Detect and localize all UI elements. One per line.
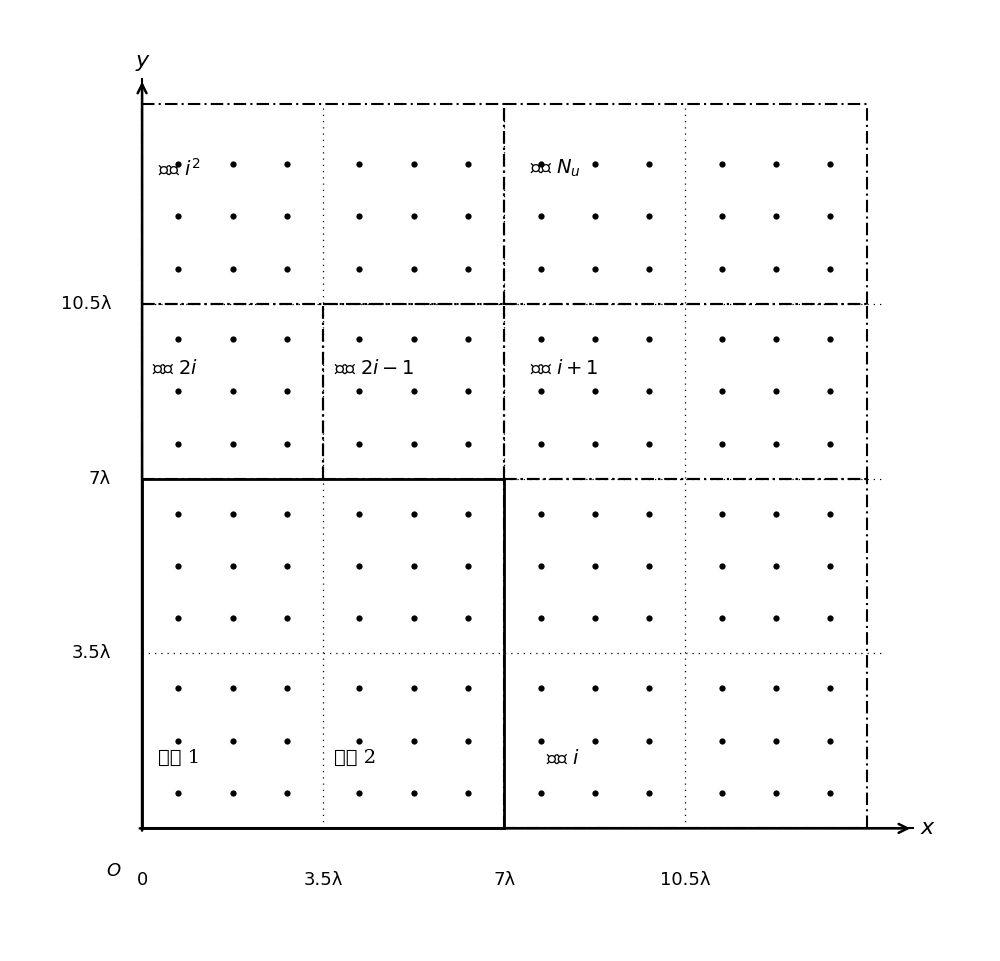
Text: 3.5λ: 3.5λ <box>72 645 111 662</box>
Text: 0: 0 <box>136 871 148 889</box>
Text: 子阵 $N_u$: 子阵 $N_u$ <box>530 159 581 180</box>
Text: 子阵 $i^2$: 子阵 $i^2$ <box>158 158 200 180</box>
Text: 子阵 $i$: 子阵 $i$ <box>546 749 579 768</box>
Text: 10.5λ: 10.5λ <box>61 295 111 312</box>
Text: O: O <box>107 862 121 880</box>
Text: 子阵 2: 子阵 2 <box>334 750 376 768</box>
Text: 7λ: 7λ <box>89 470 111 487</box>
Text: y: y <box>136 51 149 71</box>
Text: 子阵 $i+1$: 子阵 $i+1$ <box>530 359 598 378</box>
Text: x: x <box>921 819 934 838</box>
Text: 7λ: 7λ <box>493 871 515 889</box>
Text: 子阵 1: 子阵 1 <box>158 750 200 768</box>
Text: 3.5λ: 3.5λ <box>304 871 343 889</box>
Text: 子阵 $2i-1$: 子阵 $2i-1$ <box>334 359 414 378</box>
Text: 10.5λ: 10.5λ <box>660 871 711 889</box>
Text: 子阵 $2i$: 子阵 $2i$ <box>152 359 198 378</box>
Bar <box>142 479 504 828</box>
